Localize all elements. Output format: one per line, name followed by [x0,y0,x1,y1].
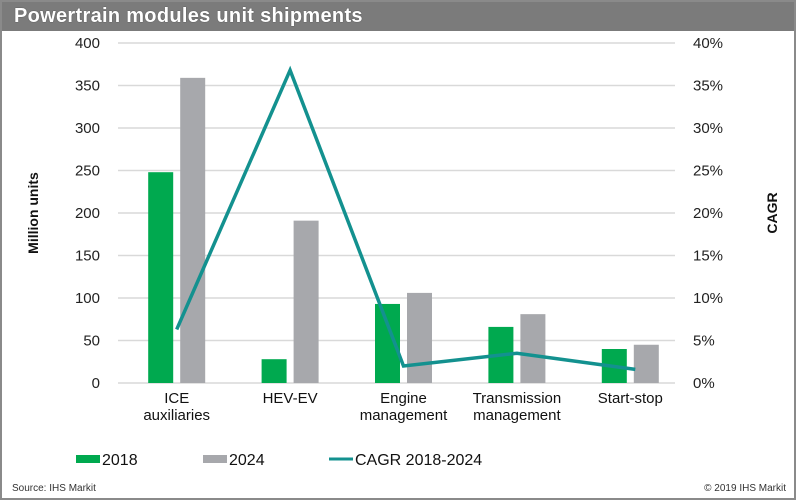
cagr-line [175,65,636,372]
bar-2024-3 [520,314,546,383]
legend-item: 2018 [76,452,138,469]
y2-tick-label: 20% [693,205,723,222]
category-label: ICE auxiliaries [143,390,210,424]
legend-label: CAGR 2018-2024 [355,452,482,469]
y-tick-label: 250 [75,163,100,180]
bar-2024-4 [633,344,659,383]
y2-tick-label: 10% [693,290,723,307]
y-axis-label: Million units [25,172,41,254]
chart-title: Powertrain modules unit shipments [14,5,363,27]
legend-label: 2018 [102,452,138,469]
category-label-line: management [360,407,448,424]
title-bar: Powertrain modules unit shipments [2,2,794,31]
category-label-line: Transmission [473,390,562,407]
y2-tick-label: 25% [693,163,723,180]
bar-2018-0 [148,172,174,383]
bar-2024-1 [293,220,319,383]
y-tick-label: 150 [75,248,100,265]
y-tick-label: 350 [75,78,100,95]
y2-tick-label: 5% [693,333,715,350]
y-tick-label: 100 [75,290,100,307]
bar-2024-2 [407,292,432,383]
bar-2024-0 [180,77,206,383]
y2-tick-label: 40% [693,35,723,52]
y2-tick-label: 15% [693,248,723,265]
source-note: Source: IHS Markit [12,483,96,494]
y-tick-label: 200 [75,205,100,222]
copyright-note: © 2019 IHS Markit [704,483,786,494]
category-label-line: management [473,407,561,424]
y2-tick-label: 30% [693,120,723,137]
y-tick-label: 0 [92,375,100,392]
y-tick-label: 400 [75,35,100,52]
category-label: Engine management [360,390,448,424]
y2-tick-label: 35% [693,78,723,95]
category-label-line: ICE [164,390,189,407]
category-label: HEV-EV [263,390,318,407]
category-label-line: auxiliaries [143,407,210,424]
category-label: Transmission management [473,390,562,424]
legend-item: 2024 [203,452,265,469]
y-tick-label: 50 [83,333,100,350]
legend-item: CAGR 2018-2024 [329,452,482,469]
legend-label: 2024 [229,452,265,469]
y2-axis-label: CAGR [764,192,780,233]
bar-2018-1 [261,359,287,383]
legend-swatch [76,455,100,463]
category-label-line: Engine [380,390,427,407]
y-tick-label: 300 [75,120,100,137]
legend-swatch [203,455,227,463]
category-label-line: Start-stop [598,390,663,407]
category-label-line: HEV-EV [263,390,318,407]
category-label: Start-stop [598,390,663,407]
y2-tick-label: 0% [693,375,715,392]
